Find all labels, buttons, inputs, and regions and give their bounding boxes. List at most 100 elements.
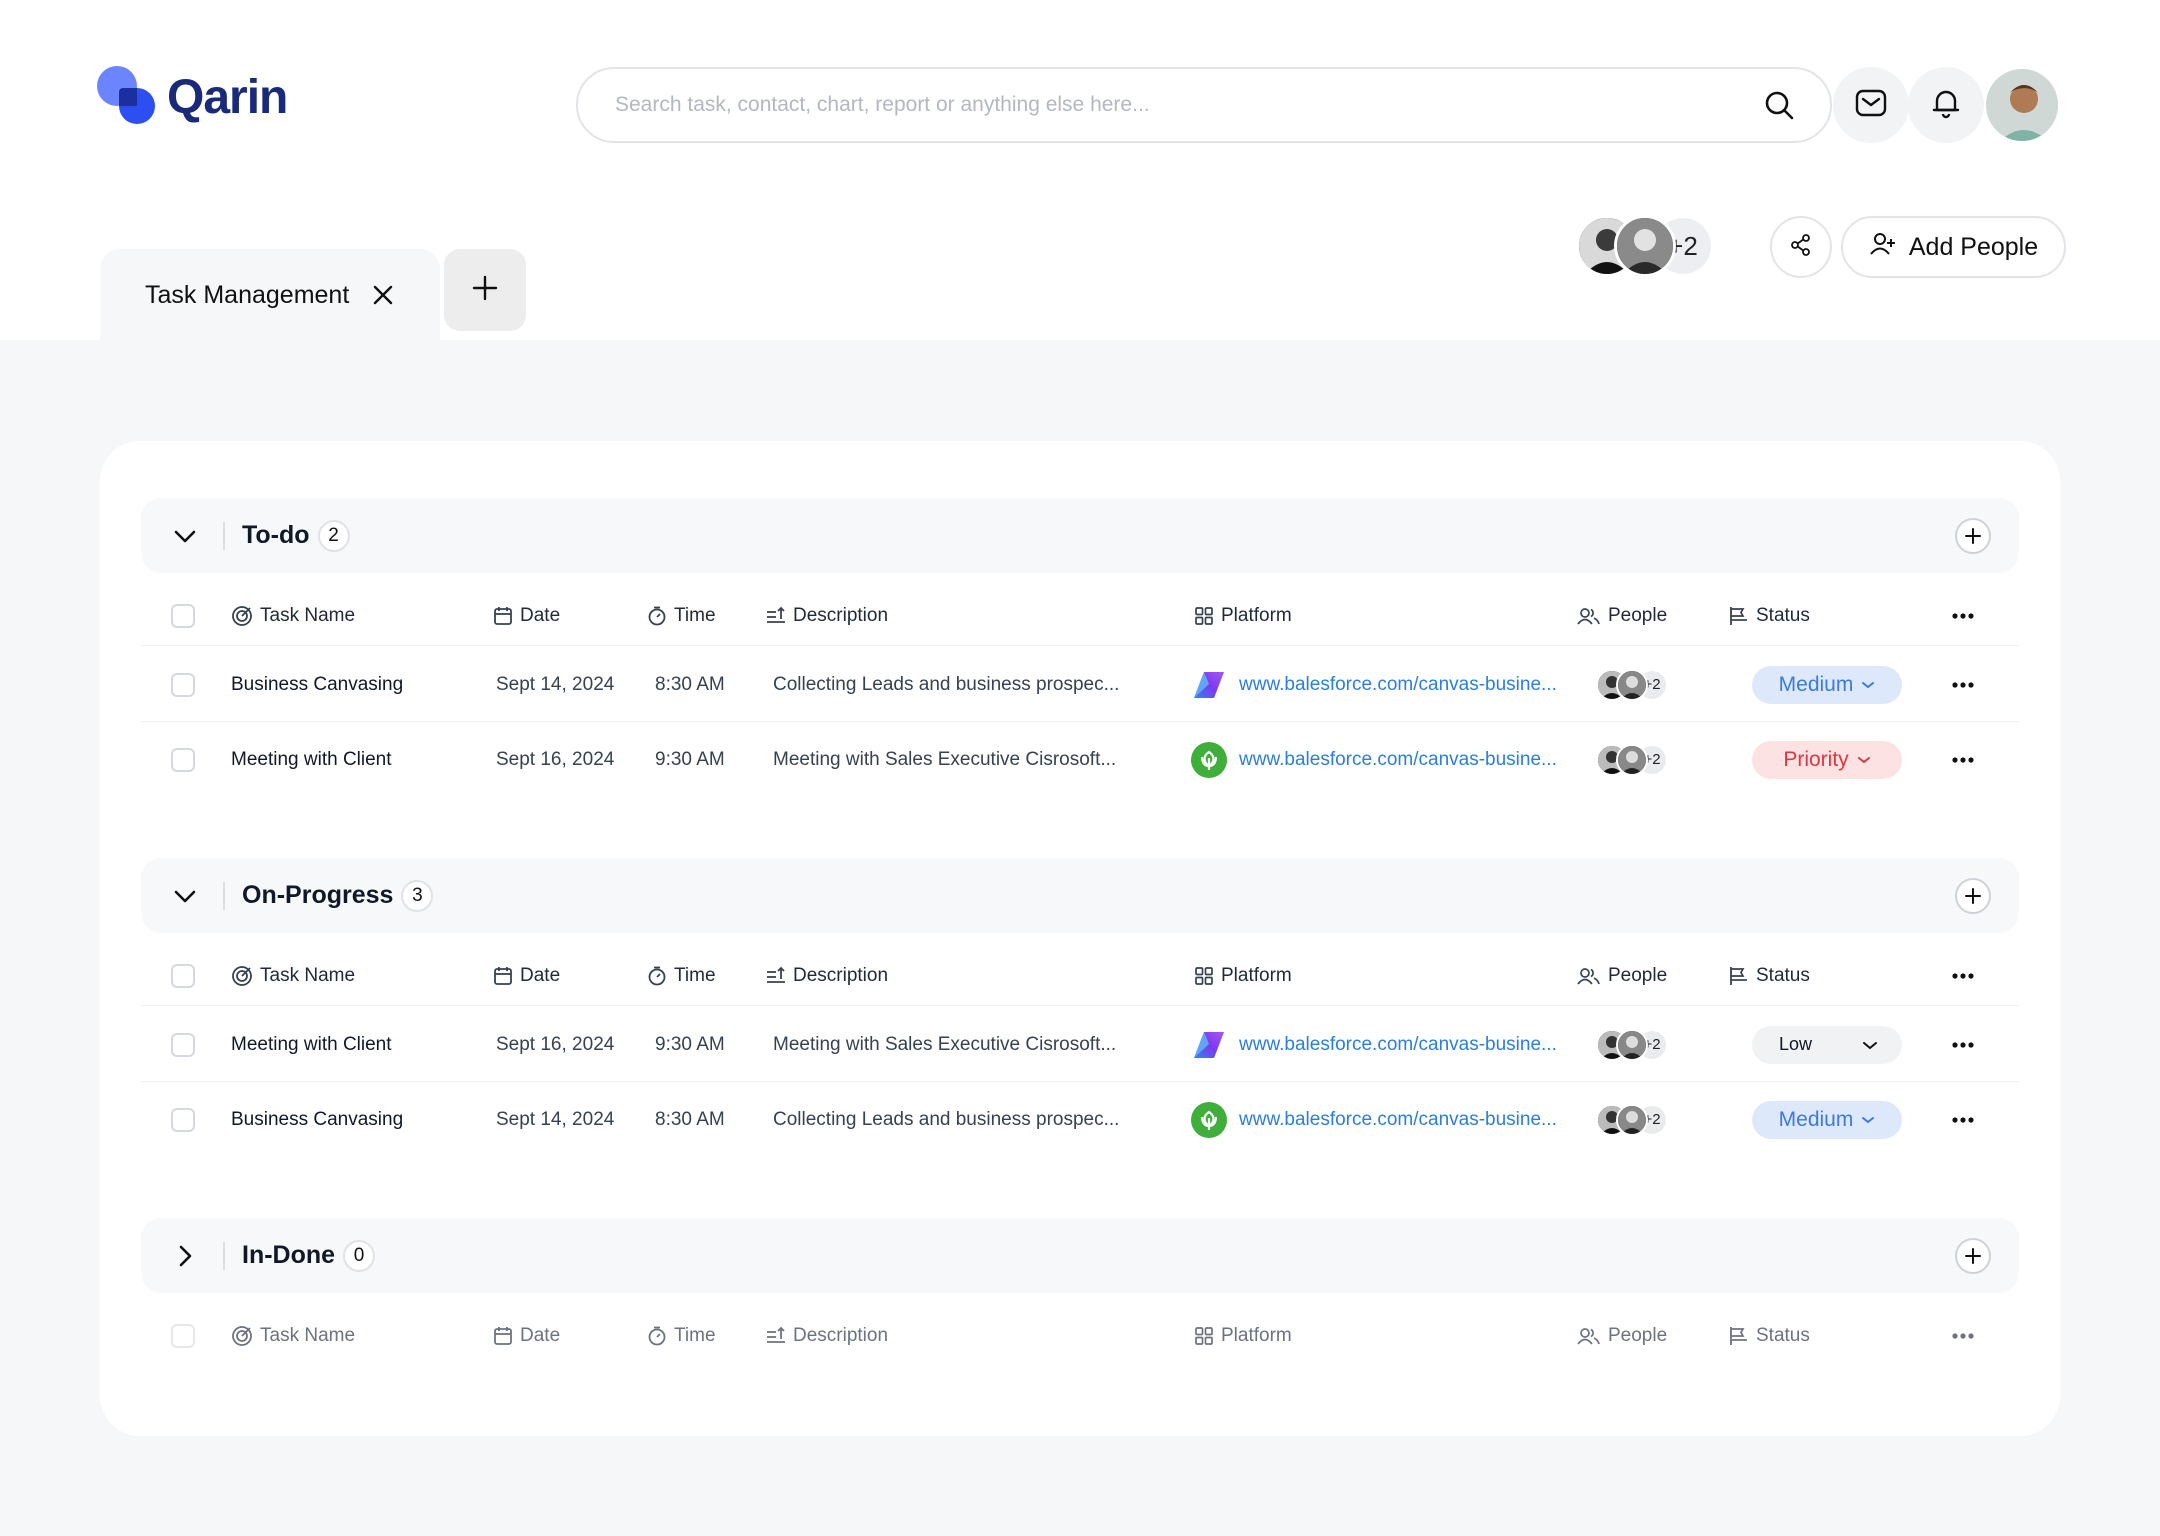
logo-mark-icon <box>97 66 159 128</box>
column-time[interactable]: Time <box>674 965 716 986</box>
more-options-icon[interactable] <box>1951 964 1975 988</box>
search-bar[interactable] <box>576 67 1832 143</box>
assignees-stack[interactable]: +2 <box>1596 1103 1668 1136</box>
add-task-button[interactable] <box>1955 518 1991 554</box>
column-people[interactable]: People <box>1608 605 1668 626</box>
add-tab-button[interactable] <box>444 249 526 331</box>
group-title: To-do <box>242 521 310 549</box>
user-avatar[interactable] <box>1984 67 2060 143</box>
status-dropdown[interactable]: Medium <box>1752 1100 1902 1139</box>
tab-task-management[interactable]: Task Management <box>100 249 440 341</box>
table-row[interactable]: Business Canvasing Sept 14, 2024 8:30 AM… <box>141 1082 2019 1157</box>
add-people-label: Add People <box>1908 232 2039 261</box>
platform-link[interactable]: www.balesforce.com/canvas-busine... <box>1239 673 1557 695</box>
grid-icon <box>1195 607 1213 625</box>
column-task-name[interactable]: Task Name <box>260 965 356 986</box>
user-plus-icon <box>1869 230 1897 265</box>
column-people[interactable]: People <box>1608 1325 1668 1346</box>
task-date: Sept 14, 2024 <box>496 1108 615 1130</box>
timer-icon <box>648 966 666 986</box>
table-row[interactable]: Meeting with Client Sept 16, 2024 9:30 A… <box>141 722 2019 797</box>
add-people-button[interactable]: Add People <box>1841 216 2066 278</box>
close-icon[interactable] <box>369 281 397 309</box>
status-dropdown[interactable]: Low <box>1752 1025 1902 1064</box>
select-all-checkbox[interactable] <box>171 1324 195 1348</box>
notifications-button[interactable] <box>1908 67 1984 143</box>
column-description[interactable]: Description <box>793 605 889 626</box>
plus-icon <box>471 274 499 307</box>
select-all-checkbox[interactable] <box>171 964 195 988</box>
task-name[interactable]: Meeting with Client <box>231 748 392 770</box>
chevron-right-icon[interactable] <box>161 1232 209 1280</box>
task-time: 8:30 AM <box>655 1108 725 1130</box>
platform-link[interactable]: www.balesforce.com/canvas-busine... <box>1239 1108 1557 1130</box>
more-options-icon[interactable] <box>1951 604 1975 628</box>
inbox-button[interactable] <box>1833 67 1909 143</box>
add-task-button[interactable] <box>1955 1238 1991 1274</box>
column-date[interactable]: Date <box>520 965 561 986</box>
chevron-down-icon[interactable] <box>161 872 209 920</box>
column-time[interactable]: Time <box>674 1325 716 1346</box>
assignees-stack[interactable]: +2 <box>1596 1028 1668 1061</box>
group-count-badge: 0 <box>343 1239 376 1272</box>
column-task-name[interactable]: Task Name <box>260 605 356 626</box>
chevron-down-icon[interactable] <box>161 512 209 560</box>
add-task-button[interactable] <box>1955 878 1991 914</box>
target-icon <box>232 966 252 986</box>
task-date: Sept 14, 2024 <box>496 673 615 695</box>
column-description[interactable]: Description <box>793 965 889 986</box>
table-row[interactable]: Business Canvasing Sept 14, 2024 8:30 AM… <box>141 647 2019 722</box>
column-status[interactable]: Status <box>1756 1325 1810 1346</box>
more-options-icon[interactable] <box>1951 1324 1975 1348</box>
app-logo[interactable]: Qarin <box>97 66 288 128</box>
task-name[interactable]: Meeting with Client <box>231 1033 392 1055</box>
search-input[interactable] <box>615 93 1762 117</box>
target-icon <box>232 606 252 626</box>
more-options-icon[interactable] <box>1951 673 1975 697</box>
status-label: Medium <box>1778 672 1854 696</box>
assignees-stack[interactable]: +2 <box>1596 668 1668 701</box>
column-platform[interactable]: Platform <box>1221 605 1292 626</box>
collaborators-stack[interactable]: +2 <box>1576 215 1714 277</box>
share-button[interactable] <box>1770 216 1832 278</box>
group-header-in-done[interactable]: In-Done 0 <box>141 1218 2019 1293</box>
more-options-icon[interactable] <box>1951 748 1975 772</box>
task-date: Sept 16, 2024 <box>496 1033 615 1055</box>
green-leaf-logo-icon <box>1191 741 1227 778</box>
assignees-stack[interactable]: +2 <box>1596 743 1668 776</box>
search-icon[interactable] <box>1762 88 1796 122</box>
column-time[interactable]: Time <box>674 605 716 626</box>
task-description: Meeting with Sales Executive Cisrosoft..… <box>773 748 1117 770</box>
group-header-on-progress[interactable]: On-Progress 3 <box>141 858 2019 933</box>
row-checkbox[interactable] <box>171 1032 195 1057</box>
table-row[interactable]: Meeting with Client Sept 16, 2024 9:30 A… <box>141 1007 2019 1082</box>
inbox-icon <box>1854 86 1888 125</box>
column-date[interactable]: Date <box>520 1325 561 1346</box>
status-label: Priority <box>1783 747 1849 771</box>
row-checkbox[interactable] <box>171 1107 195 1132</box>
more-options-icon[interactable] <box>1951 1033 1975 1057</box>
column-status[interactable]: Status <box>1756 605 1810 626</box>
column-platform[interactable]: Platform <box>1221 965 1292 986</box>
column-task-name[interactable]: Task Name <box>260 1325 356 1346</box>
column-status[interactable]: Status <box>1756 965 1810 986</box>
users-icon <box>1577 968 1600 985</box>
top-header: Qarin +2 Add Peop <box>0 0 2160 341</box>
column-platform[interactable]: Platform <box>1221 1325 1292 1346</box>
row-checkbox[interactable] <box>171 672 195 697</box>
sort-lines-icon <box>767 606 785 623</box>
task-name[interactable]: Business Canvasing <box>231 673 404 695</box>
more-options-icon[interactable] <box>1951 1108 1975 1132</box>
group-header-todo[interactable]: To-do 2 <box>141 498 2019 573</box>
row-checkbox[interactable] <box>171 747 195 772</box>
select-all-checkbox[interactable] <box>171 604 195 628</box>
column-people[interactable]: People <box>1608 965 1668 986</box>
column-date[interactable]: Date <box>520 605 561 626</box>
status-dropdown[interactable]: Priority <box>1752 740 1902 779</box>
platform-link[interactable]: www.balesforce.com/canvas-busine... <box>1239 748 1557 770</box>
target-icon <box>232 1326 252 1346</box>
status-dropdown[interactable]: Medium <box>1752 665 1902 704</box>
task-name[interactable]: Business Canvasing <box>231 1108 404 1130</box>
column-description[interactable]: Description <box>793 1325 889 1346</box>
platform-link[interactable]: www.balesforce.com/canvas-busine... <box>1239 1033 1557 1055</box>
